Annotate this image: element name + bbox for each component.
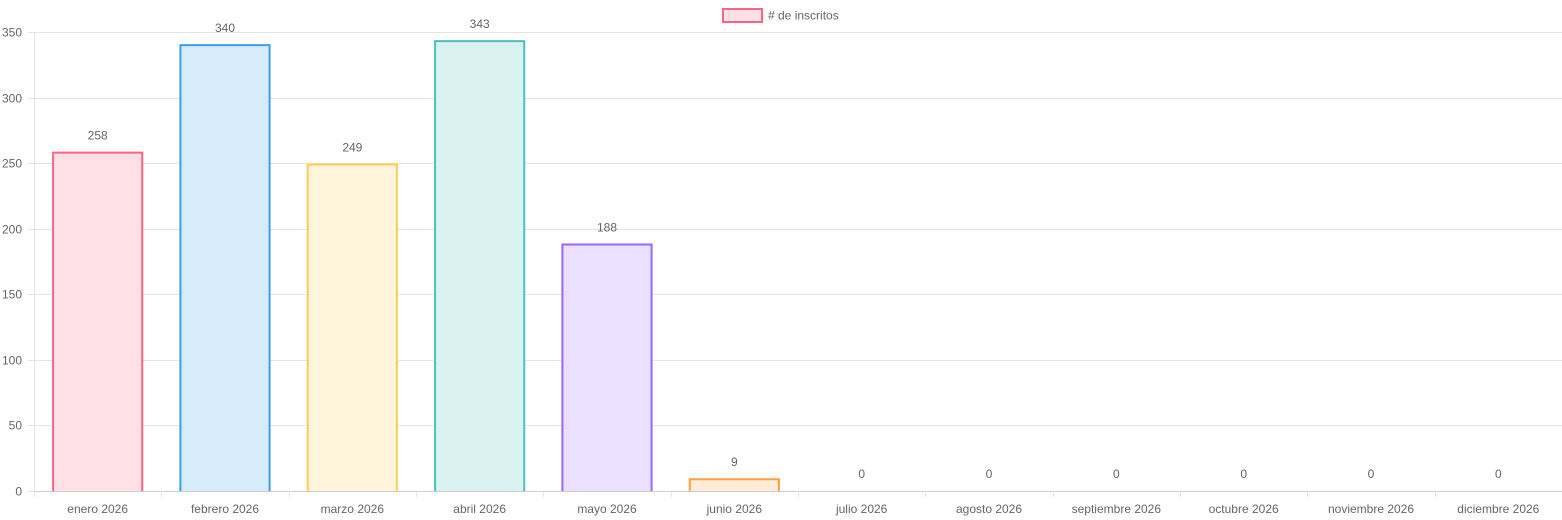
x-tick-label: julio 2026 xyxy=(835,502,888,516)
x-axis: enero 2026 febrero 2026 marzo 2026 abril 20… xyxy=(34,491,1540,516)
x-tick-label: mayo 2026 xyxy=(577,502,637,516)
y-tick-label: 50 xyxy=(9,419,23,433)
bar-border xyxy=(306,163,398,491)
legend[interactable]: # de inscritos xyxy=(722,8,839,23)
bar-value-label: 343 xyxy=(470,17,490,31)
bar-value-label: 258 xyxy=(88,129,108,143)
bar-value-label: 188 xyxy=(597,220,617,234)
data-labels: 258 340 249 343 188 9 0 0 0 0 0 0 xyxy=(88,17,1502,481)
bar-value-label: 9 xyxy=(731,455,738,469)
x-tick-label: febrero 2026 xyxy=(191,502,259,516)
bar[interactable] xyxy=(689,479,779,491)
y-tick-label: 0 xyxy=(15,485,22,499)
x-tick-label: enero 2026 xyxy=(67,502,128,516)
bar-value-label: 0 xyxy=(1495,467,1502,481)
bar-value-label: 340 xyxy=(215,21,235,35)
y-tick-label: 350 xyxy=(2,26,22,40)
bar-value-label: 0 xyxy=(1368,467,1375,481)
x-tick-label: junio 2026 xyxy=(706,502,763,516)
x-tick-label: marzo 2026 xyxy=(321,502,385,516)
gridlines xyxy=(34,32,1562,492)
y-tick-label: 100 xyxy=(2,354,22,368)
y-tick-label: 250 xyxy=(2,157,22,171)
y-tick-label: 150 xyxy=(2,288,22,302)
y-axis: 0 50 100 150 200 250 300 350 xyxy=(2,26,35,499)
x-tick-label: noviembre 2026 xyxy=(1328,502,1414,516)
bar-value-label: 0 xyxy=(1113,467,1120,481)
y-tick-label: 200 xyxy=(2,223,22,237)
x-tick-label: octubre 2026 xyxy=(1209,502,1279,516)
bar-value-label: 0 xyxy=(1240,467,1247,481)
bar[interactable] xyxy=(562,244,652,491)
bar-border xyxy=(688,478,780,491)
bar-value-label: 0 xyxy=(986,467,993,481)
bar-border xyxy=(561,243,653,491)
bars xyxy=(52,40,780,492)
bar-value-label: 249 xyxy=(342,140,362,154)
bar-border xyxy=(434,40,526,491)
bar-border xyxy=(52,151,144,491)
x-tick-label: diciembre 2026 xyxy=(1457,502,1539,516)
bar[interactable] xyxy=(307,164,397,491)
bar[interactable] xyxy=(180,45,270,491)
x-tick-label: agosto 2026 xyxy=(956,502,1022,516)
legend-swatch xyxy=(722,8,763,23)
x-tick-label: septiembre 2026 xyxy=(1072,502,1162,516)
bar-value-label: 0 xyxy=(858,467,865,481)
bar[interactable] xyxy=(435,41,525,492)
bar[interactable] xyxy=(53,152,143,491)
x-tick-label: abril 2026 xyxy=(453,502,506,516)
bar-border xyxy=(179,44,271,491)
y-tick-label: 300 xyxy=(2,92,22,106)
legend-label: # de inscritos xyxy=(768,9,839,23)
